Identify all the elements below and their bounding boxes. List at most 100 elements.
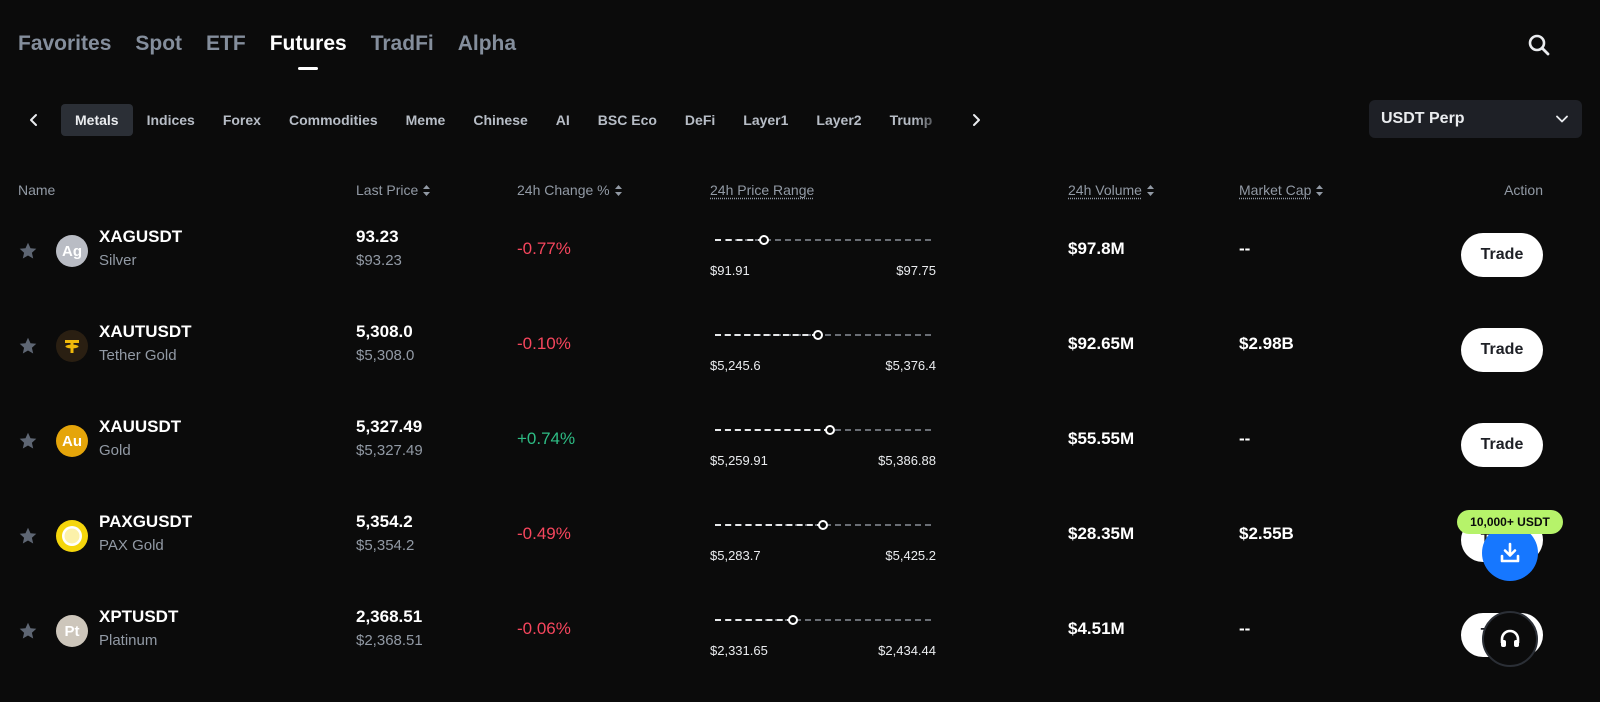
table-row[interactable]: Pt XPTUSDT Platinum 2,368.51 $2,368.51 -0.06%… (0, 593, 1600, 688)
range-low: $5,245.6 (710, 358, 761, 373)
asset-name: Gold (99, 442, 131, 459)
pax-gold-icon (56, 520, 88, 552)
col-action-label: Action (1504, 182, 1543, 198)
trade-button[interactable]: Trade (1461, 233, 1543, 277)
trade-button[interactable]: Trade (1461, 423, 1543, 467)
download-icon[interactable] (1482, 525, 1538, 581)
category-tab-layer1[interactable]: Layer1 (743, 112, 789, 128)
range-marker (758, 235, 769, 245)
col-change[interactable]: 24h Change % (517, 182, 622, 198)
last-price: 5,327.49 (356, 417, 423, 436)
range-high: $97.75 (896, 263, 936, 278)
table-row[interactable]: Ag XAGUSDT Silver 93.23 $93.23 -0.77% $91.91 $9… (0, 213, 1600, 308)
category-tab-forex[interactable]: Forex (222, 112, 261, 128)
category-tab-commodities[interactable]: Commodities (288, 112, 378, 128)
coin-symbol: Ag (62, 242, 82, 260)
asset-name: Silver (99, 252, 137, 269)
volume-24h: $92.65M (1068, 334, 1135, 353)
volume-24h: $55.55M (1068, 429, 1135, 448)
last-price: 5,308.0 (356, 322, 413, 341)
col-volume[interactable]: 24h Volume (1068, 182, 1154, 198)
category-tab-layer2[interactable]: Layer2 (816, 112, 862, 128)
range-fill (715, 334, 819, 336)
tab-etf[interactable]: ETF (206, 32, 246, 55)
table-row[interactable]: PAXGUSDT PAX Gold 5,354.2 $5,354.2 -0.49% $5,… (0, 498, 1600, 593)
category-row: Metals Indices Forex Commodities Meme Chinese… (18, 100, 1582, 138)
change-percent: -0.77% (517, 239, 571, 258)
range-fill (715, 429, 830, 431)
range-marker (813, 330, 824, 340)
star-icon[interactable] (18, 241, 38, 261)
table-row[interactable]: XAUTUSDT Tether Gold 5,308.0 $5,308.0 -0.10%… (0, 308, 1600, 403)
range-marker (817, 520, 828, 530)
col-change-label: 24h Change % (517, 182, 610, 198)
trade-button[interactable]: Trade (1461, 328, 1543, 372)
tab-spot[interactable]: Spot (135, 32, 183, 55)
coin-symbol: Au (62, 432, 82, 450)
range-fill (715, 619, 793, 621)
tab-favorites[interactable]: Favorites (18, 32, 112, 55)
star-icon[interactable] (18, 526, 38, 546)
range-high: $2,434.44 (878, 643, 936, 658)
headset-icon[interactable] (1482, 611, 1538, 667)
pair-symbol[interactable]: XAGUSDT (99, 227, 183, 246)
category-tab-metals[interactable]: Metals (61, 104, 133, 136)
price-range-bar: $91.91 $97.75 (710, 233, 936, 283)
col-last-price-label: Last Price (356, 182, 419, 198)
tab-futures[interactable]: Futures (270, 30, 347, 62)
scroll-left-icon[interactable] (22, 108, 46, 132)
category-tab-defi[interactable]: DeFi (684, 112, 716, 128)
sort-icon (1316, 184, 1324, 196)
category-tabs: Metals Indices Forex Commodities Meme Chinese… (61, 104, 961, 136)
price-range-bar: $2,331.65 $2,434.44 (710, 613, 936, 663)
pair-symbol[interactable]: XAUUSDT (99, 417, 182, 436)
range-high: $5,425.2 (885, 548, 936, 563)
star-icon[interactable] (18, 336, 38, 356)
asset-name: PAX Gold (99, 537, 164, 554)
range-low: $5,283.7 (710, 548, 761, 563)
pair-symbol[interactable]: XPTUSDT (99, 607, 179, 626)
market-cap: $2.98B (1239, 334, 1294, 353)
category-tab-chinese[interactable]: Chinese (473, 112, 528, 128)
pair-symbol[interactable]: XAUTUSDT (99, 322, 192, 341)
category-tab-meme[interactable]: Meme (405, 112, 446, 128)
table-row[interactable]: Au XAUUSDT Gold 5,327.49 $5,327.49 +0.74% $5,2… (0, 403, 1600, 498)
tab-tradfi[interactable]: TradFi (370, 32, 434, 55)
range-marker (787, 615, 798, 625)
sort-icon (423, 184, 431, 196)
range-fill (715, 524, 823, 526)
pair-symbol[interactable]: PAXGUSDT (99, 512, 193, 531)
scroll-right-icon[interactable] (964, 108, 988, 132)
range-low: $5,259.91 (710, 453, 768, 468)
col-price-range-label: 24h Price Range (710, 182, 815, 198)
volume-24h: $97.8M (1068, 239, 1125, 258)
tab-alpha[interactable]: Alpha (457, 32, 517, 55)
category-tab-bsc-eco[interactable]: BSC Eco (597, 112, 657, 128)
last-price-usd: $93.23 (356, 252, 402, 269)
last-price-usd: $5,327.49 (356, 442, 423, 459)
range-track (715, 619, 931, 621)
col-market-cap[interactable]: Market Cap (1239, 182, 1324, 198)
last-price: 93.23 (356, 227, 399, 246)
coin-symbol: Pt (64, 622, 80, 640)
search-icon[interactable] (1526, 32, 1552, 58)
col-market-cap-label: Market Cap (1239, 182, 1312, 198)
category-tab-indices[interactable]: Indices (146, 112, 195, 128)
col-name: Name (18, 182, 55, 198)
promo-badge[interactable]: 10,000+ USDT (1457, 510, 1563, 534)
contract-type-select[interactable]: USDT Perp (1369, 100, 1582, 138)
last-price-usd: $5,354.2 (356, 537, 415, 554)
price-range-bar: $5,245.6 $5,376.4 (710, 328, 936, 378)
star-icon[interactable] (18, 621, 38, 641)
coin-icon: Au (56, 425, 88, 457)
category-tab-ai[interactable]: AI (555, 112, 570, 128)
col-last-price[interactable]: Last Price (356, 182, 431, 198)
price-range-bar: $5,259.91 $5,386.88 (710, 423, 936, 473)
star-icon[interactable] (18, 431, 38, 451)
contract-type-value: USDT Perp (1381, 110, 1465, 127)
range-high: $5,376.4 (885, 358, 936, 373)
col-volume-label: 24h Volume (1068, 182, 1142, 198)
tether-gold-icon (56, 330, 88, 362)
volume-24h: $4.51M (1068, 619, 1125, 638)
market-cap: -- (1239, 429, 1251, 448)
